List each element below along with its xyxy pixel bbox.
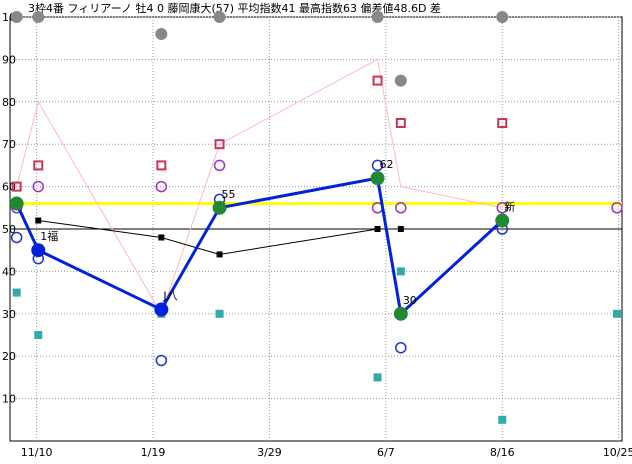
point <box>393 306 408 321</box>
y-tick-label: 20 <box>2 350 16 363</box>
point <box>11 181 22 192</box>
point-label: 新 <box>504 200 515 214</box>
x-tick-label: 6/7 <box>377 446 395 459</box>
series-line <box>16 58 503 315</box>
point <box>32 180 45 193</box>
point <box>496 202 509 214</box>
point <box>9 196 24 211</box>
point <box>371 11 384 23</box>
point <box>496 11 509 23</box>
point <box>373 373 382 382</box>
y-tick-label: 50 <box>2 223 16 236</box>
y-tick-label: 90 <box>2 53 16 66</box>
point <box>395 118 406 128</box>
point <box>371 159 384 172</box>
point-label: 1福 <box>40 229 58 243</box>
point <box>33 160 44 171</box>
x-tick-label: 8/16 <box>490 446 515 459</box>
point <box>497 118 508 128</box>
point <box>12 288 21 297</box>
point <box>213 159 226 172</box>
point <box>10 11 23 23</box>
point <box>214 139 225 150</box>
x-tick-label: 3/29 <box>257 446 282 459</box>
point <box>35 217 42 224</box>
point <box>31 243 46 258</box>
point <box>613 309 622 318</box>
point <box>395 341 407 354</box>
point <box>498 415 507 424</box>
y-tick-label: 70 <box>2 138 16 151</box>
point <box>155 27 168 40</box>
y-tick-label: 10 <box>2 393 16 406</box>
point <box>611 202 623 214</box>
point-label: J八 <box>162 290 177 303</box>
point-label: 55 <box>222 188 236 201</box>
point <box>495 213 510 228</box>
point <box>397 226 404 232</box>
point <box>32 11 45 23</box>
point <box>374 226 381 232</box>
point <box>34 331 43 339</box>
point <box>154 302 169 317</box>
point <box>396 267 405 276</box>
point <box>212 200 227 215</box>
point <box>394 74 407 87</box>
point <box>158 234 165 241</box>
chart-title: 3枠4番 フィリアーノ 牡4 0 藤岡康大(57) 平均指数41 最高指数63 … <box>28 1 441 15</box>
x-tick-label: 11/10 <box>21 446 53 459</box>
point-label: 62 <box>380 158 394 171</box>
point <box>215 309 224 318</box>
y-tick-label: 40 <box>2 265 16 278</box>
y-tick-label: 30 <box>2 308 16 321</box>
point <box>213 11 226 23</box>
point <box>10 231 23 244</box>
point <box>370 171 385 186</box>
point <box>155 180 168 193</box>
y-tick-label: 80 <box>2 96 16 109</box>
point <box>216 251 223 258</box>
x-tick-label: 10/25 <box>603 446 632 459</box>
point <box>372 75 383 86</box>
point <box>155 354 168 367</box>
point-label: 30 <box>403 294 417 307</box>
point <box>395 202 407 214</box>
point <box>156 160 167 171</box>
x-tick-label: 1/19 <box>141 446 166 459</box>
